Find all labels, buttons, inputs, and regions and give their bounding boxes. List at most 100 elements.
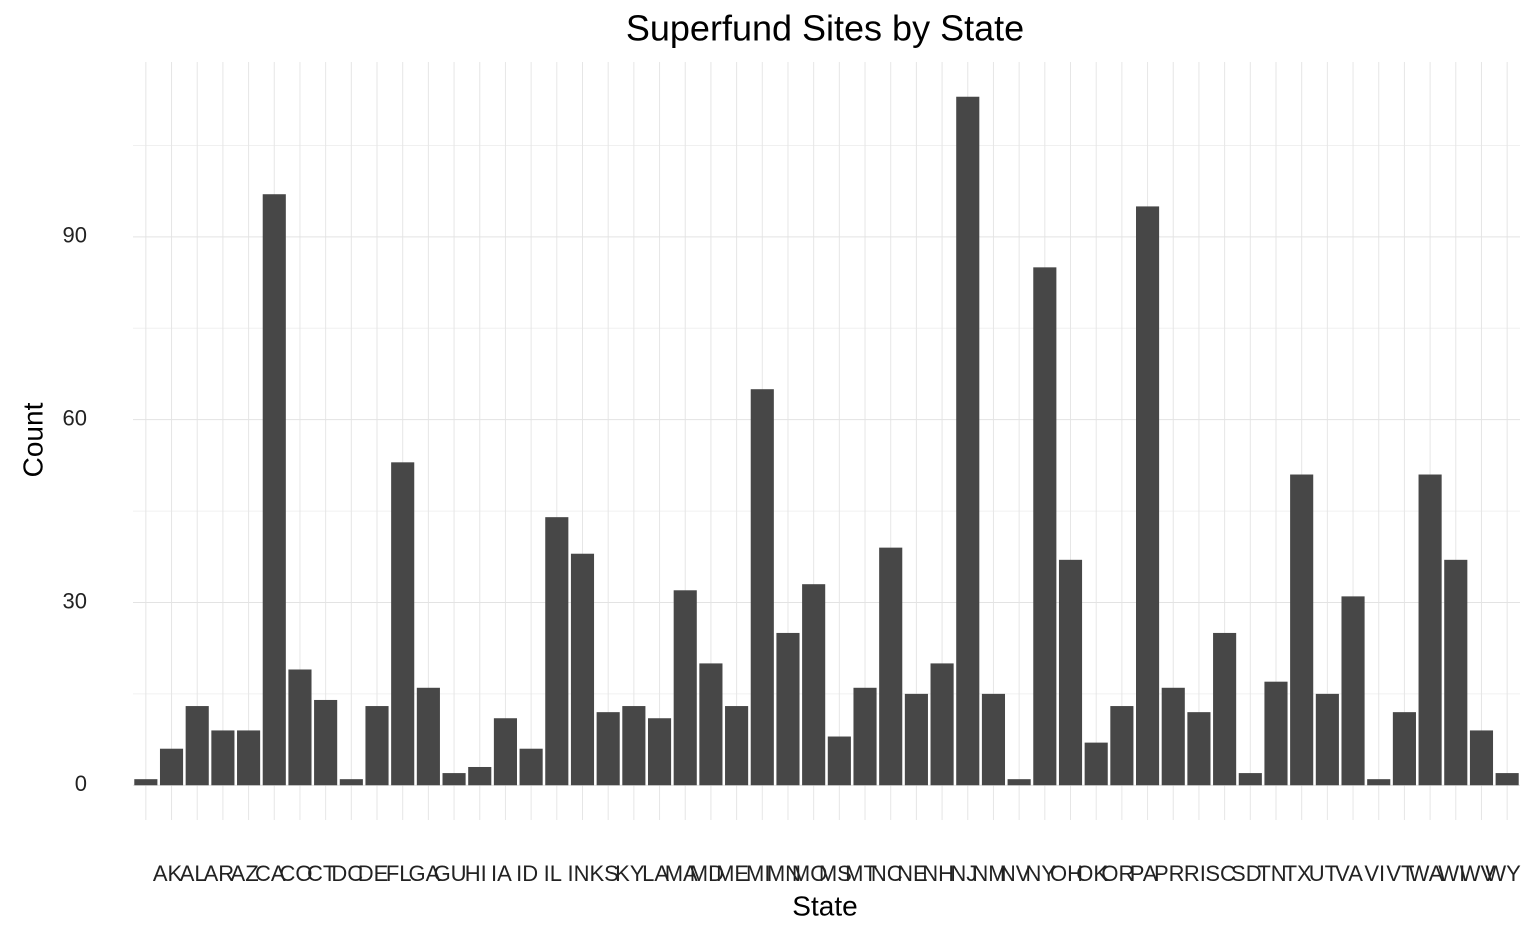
bar xyxy=(1058,559,1083,786)
x-tick-label: DE xyxy=(358,861,389,886)
x-tick-label: MO xyxy=(792,861,827,886)
bar xyxy=(904,693,928,786)
x-tick-label: MI xyxy=(746,861,770,886)
x-tick-label: SD xyxy=(1231,861,1262,886)
y-tick-label: 30 xyxy=(63,588,87,613)
bar xyxy=(776,632,800,786)
x-tick-label: NJ xyxy=(950,861,977,886)
bar xyxy=(1136,206,1160,786)
x-tick-label: CT xyxy=(307,861,336,886)
x-tick-label: TN xyxy=(1257,861,1286,886)
x-tick-label: AK xyxy=(153,861,183,886)
bar xyxy=(930,663,954,786)
bar xyxy=(1290,474,1314,786)
x-tick-label: MA xyxy=(665,861,698,886)
bar xyxy=(647,718,672,786)
bar xyxy=(879,547,903,786)
bar xyxy=(1444,559,1468,786)
bar xyxy=(185,706,209,786)
y-axis-label: Count xyxy=(17,402,48,477)
x-tick-label: IL xyxy=(544,861,562,886)
bar xyxy=(1238,773,1262,786)
x-tick-label: NC xyxy=(871,861,903,886)
x-tick-label: HI xyxy=(465,861,487,886)
x-tick-label: IN xyxy=(567,861,589,886)
bar xyxy=(1264,681,1288,786)
bar xyxy=(827,736,851,786)
bar xyxy=(1392,712,1416,786)
x-tick-label: RI xyxy=(1184,861,1206,886)
x-tick-label: KS xyxy=(589,861,618,886)
bar xyxy=(391,462,415,786)
x-tick-label: UT xyxy=(1309,861,1338,886)
bar xyxy=(134,779,158,786)
x-tick-label: FL xyxy=(386,861,412,886)
bar xyxy=(1007,779,1031,786)
bar xyxy=(956,96,980,786)
bar xyxy=(1469,730,1494,786)
bar xyxy=(493,718,517,786)
x-tick-label: WY xyxy=(1485,861,1521,886)
x-tick-label: NE xyxy=(897,861,928,886)
bar xyxy=(442,773,466,786)
y-tick-label: 0 xyxy=(75,771,87,796)
x-axis-label: State xyxy=(792,890,857,921)
bar xyxy=(622,706,646,786)
x-tick-label: CA xyxy=(255,861,286,886)
bar xyxy=(314,699,338,786)
x-tick-label: NH xyxy=(922,861,954,886)
x-tick-label: OR xyxy=(1101,861,1134,886)
x-tick-label: VA xyxy=(1335,861,1363,886)
x-tick-label: MS xyxy=(819,861,852,886)
bar xyxy=(262,194,286,786)
bar xyxy=(1495,773,1519,786)
bar xyxy=(1418,474,1442,786)
chart-title: Superfund Sites by State xyxy=(626,8,1024,49)
bar xyxy=(339,779,363,786)
bar xyxy=(468,766,492,786)
x-tick-label: WI xyxy=(1438,861,1465,886)
x-tick-label: MN xyxy=(767,861,801,886)
x-tick-label: NM xyxy=(972,861,1006,886)
bar xyxy=(211,730,235,786)
x-tick-label: ID xyxy=(516,861,538,886)
bar xyxy=(1341,596,1365,786)
y-tick-label: 60 xyxy=(63,405,87,430)
x-tick-label: PR xyxy=(1154,861,1185,886)
bar xyxy=(1033,267,1057,786)
x-tick-label: GA xyxy=(408,861,440,886)
bar xyxy=(365,706,389,786)
bar xyxy=(1084,742,1108,786)
x-tick-label: AR xyxy=(204,861,235,886)
x-tick-label: KY xyxy=(615,861,645,886)
x-tick-label: CO xyxy=(279,861,312,886)
bar xyxy=(725,706,749,786)
x-tick-label: NY xyxy=(1026,861,1057,886)
bar xyxy=(1110,706,1134,786)
x-tick-label: MT xyxy=(845,861,877,886)
x-tick-label: LA xyxy=(642,861,669,886)
bar xyxy=(853,687,877,786)
x-tick-label: VT xyxy=(1386,861,1414,886)
bar xyxy=(288,669,312,786)
bar xyxy=(1161,687,1185,786)
bar xyxy=(416,687,440,786)
x-tick-label: SC xyxy=(1205,861,1236,886)
x-tick-label: PA xyxy=(1130,861,1158,886)
x-tick-label: AZ xyxy=(231,861,259,886)
y-tick-label: 90 xyxy=(63,223,87,248)
bar xyxy=(570,553,595,786)
x-tick-label: IA xyxy=(491,861,512,886)
bar xyxy=(673,590,697,786)
x-tick-label: AL xyxy=(180,861,207,886)
x-tick-label: ME xyxy=(716,861,749,886)
x-tick-label: WA xyxy=(1409,861,1444,886)
bar xyxy=(802,584,826,786)
x-tick-label: MD xyxy=(690,861,724,886)
bar xyxy=(1187,712,1211,786)
x-tick-label: VI xyxy=(1364,861,1385,886)
bar xyxy=(1213,632,1237,786)
x-tick-label: OH xyxy=(1050,861,1083,886)
x-tick-label: DC xyxy=(331,861,363,886)
bar xyxy=(750,389,774,786)
